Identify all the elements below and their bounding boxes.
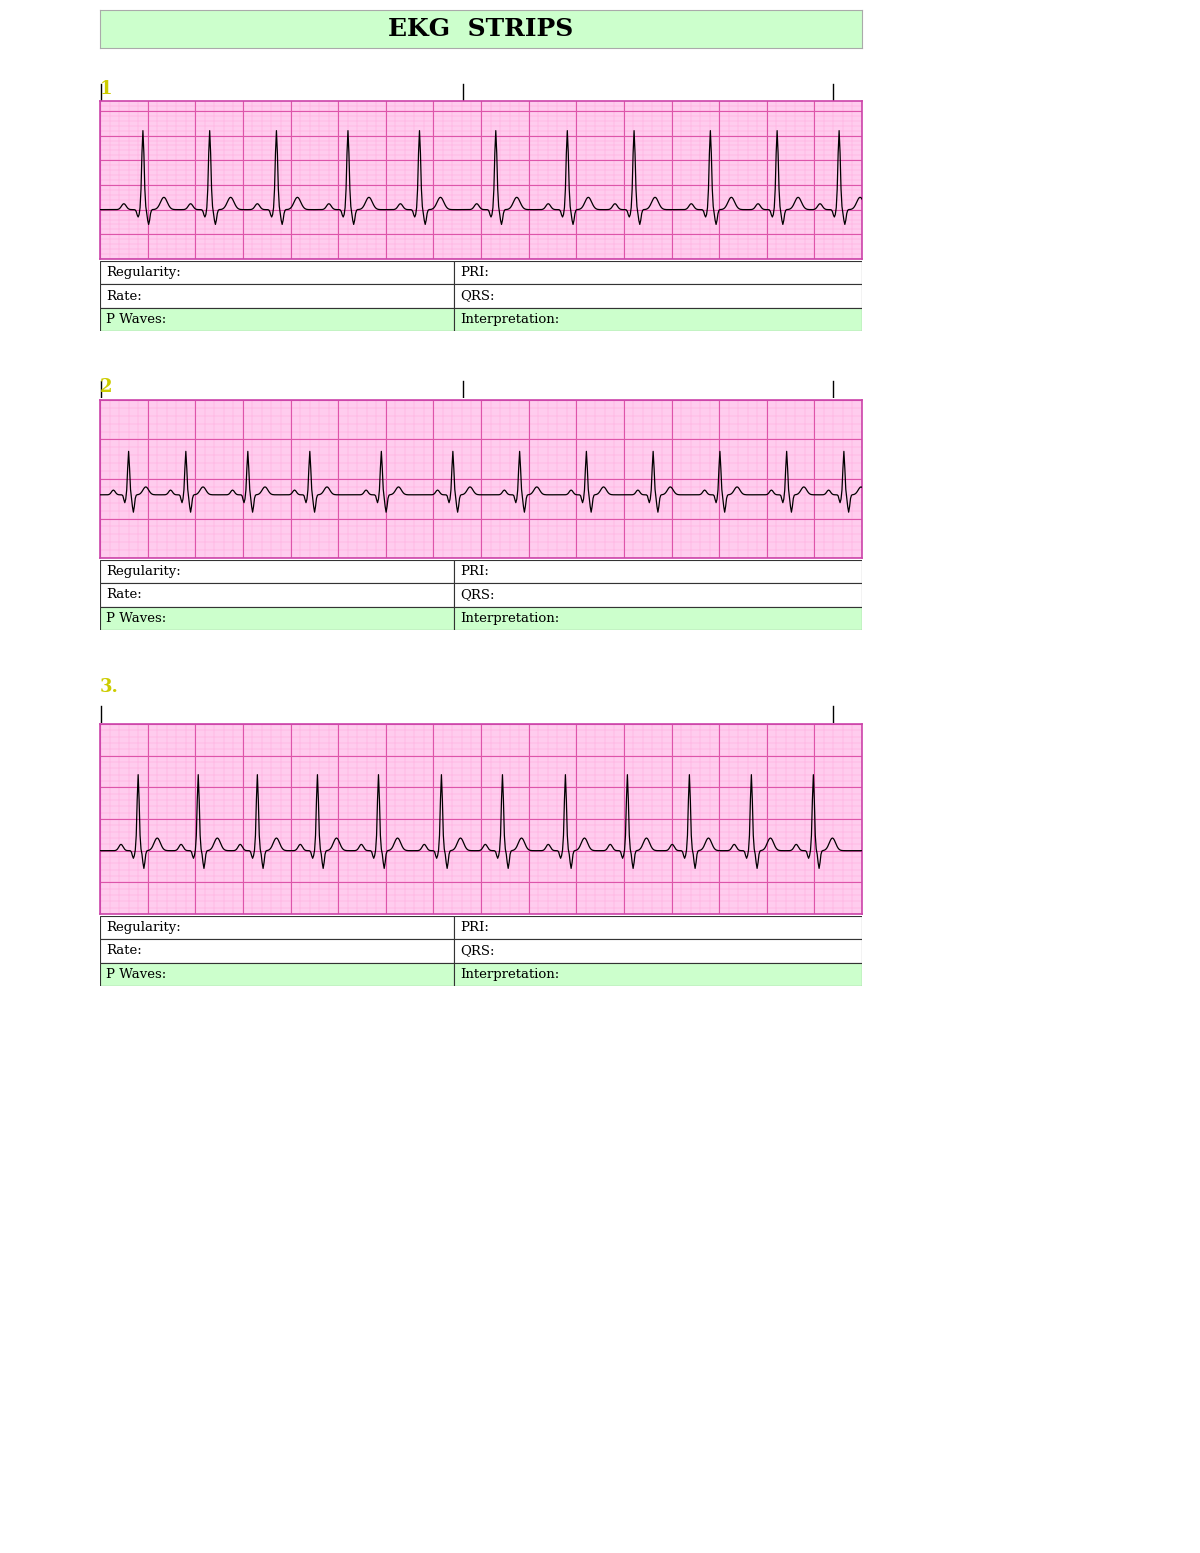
Bar xyxy=(455,261,862,284)
Bar xyxy=(100,584,455,607)
Text: 3.: 3. xyxy=(100,679,119,696)
Bar xyxy=(455,561,862,584)
Text: Interpretation:: Interpretation: xyxy=(461,612,559,624)
Text: Interpretation:: Interpretation: xyxy=(461,968,559,981)
Bar xyxy=(100,561,455,584)
Bar xyxy=(455,916,862,940)
Text: Regularity:: Regularity: xyxy=(106,921,181,935)
Text: PRI:: PRI: xyxy=(461,266,490,280)
Text: P Waves:: P Waves: xyxy=(106,312,167,326)
Text: Regularity:: Regularity: xyxy=(106,266,181,280)
Bar xyxy=(455,307,862,331)
Text: PRI:: PRI: xyxy=(461,565,490,578)
Text: Interpretation:: Interpretation: xyxy=(461,312,559,326)
Text: QRS:: QRS: xyxy=(461,289,494,303)
Text: Rate:: Rate: xyxy=(106,589,142,601)
Text: 1: 1 xyxy=(100,81,113,98)
Bar xyxy=(100,284,455,307)
Bar xyxy=(455,963,862,986)
Bar xyxy=(100,607,455,631)
Bar xyxy=(455,607,862,631)
Text: Rate:: Rate: xyxy=(106,289,142,303)
Bar xyxy=(100,307,455,331)
Text: QRS:: QRS: xyxy=(461,944,494,958)
Text: EKG  STRIPS: EKG STRIPS xyxy=(389,17,574,40)
Text: P Waves:: P Waves: xyxy=(106,968,167,981)
Text: 2: 2 xyxy=(100,377,113,396)
Bar xyxy=(100,963,455,986)
Bar xyxy=(455,284,862,307)
Text: PRI:: PRI: xyxy=(461,921,490,935)
Bar xyxy=(455,584,862,607)
Text: Regularity:: Regularity: xyxy=(106,565,181,578)
Text: P Waves:: P Waves: xyxy=(106,612,167,624)
Bar xyxy=(455,940,862,963)
Text: Rate:: Rate: xyxy=(106,944,142,958)
Bar xyxy=(100,940,455,963)
Bar xyxy=(100,261,455,284)
Text: QRS:: QRS: xyxy=(461,589,494,601)
Bar xyxy=(100,916,455,940)
